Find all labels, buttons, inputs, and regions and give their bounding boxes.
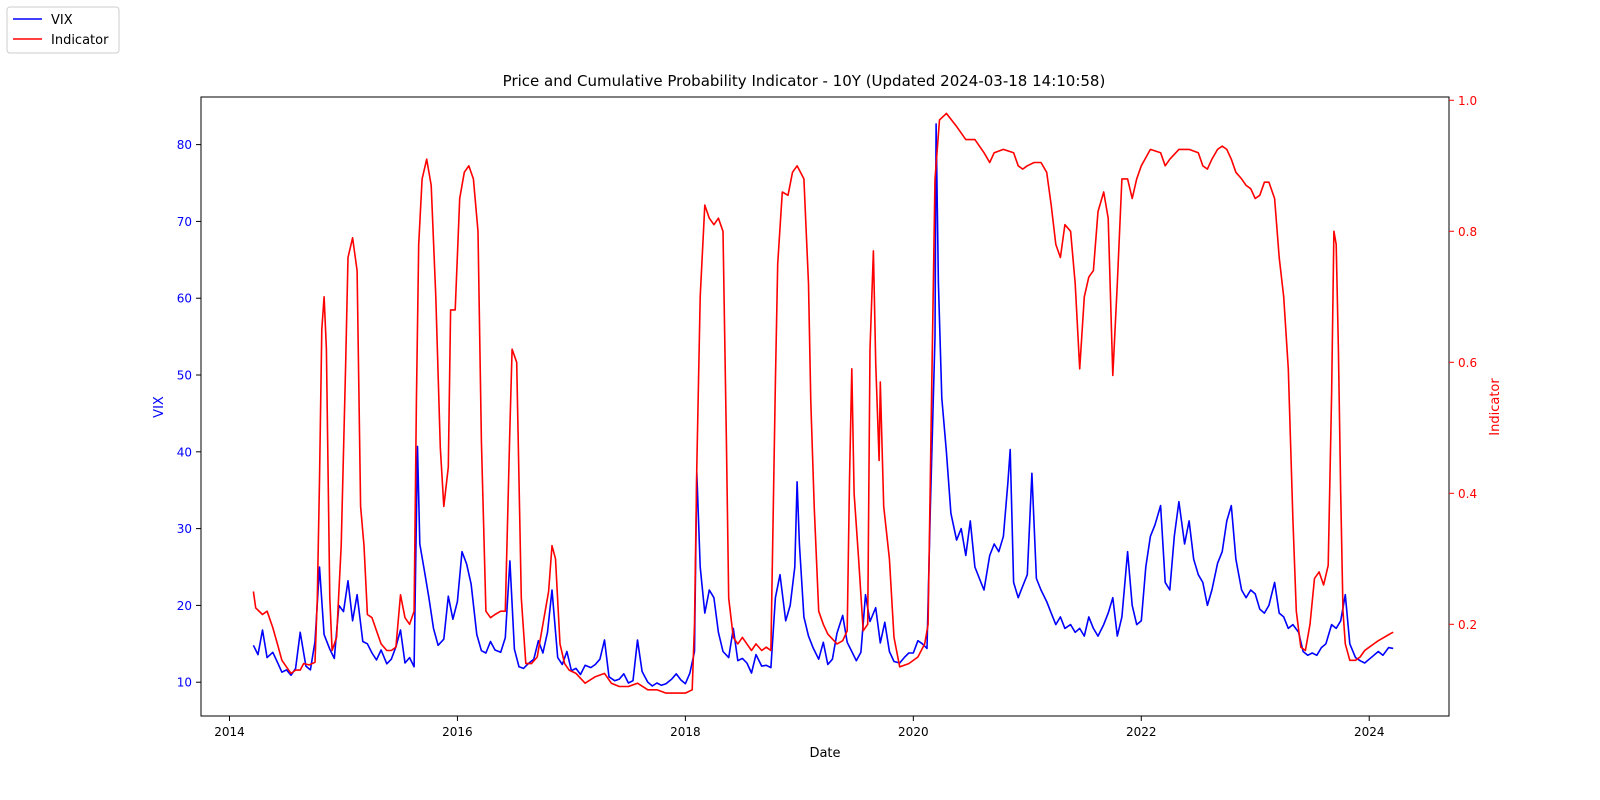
- y-axis-right-label: Indicator: [1488, 378, 1503, 436]
- y-right-tick-label: 0.2: [1458, 618, 1477, 632]
- y-left-tick-label: 80: [177, 138, 192, 152]
- legend-vix-label: VIX: [51, 13, 73, 28]
- x-tick-label: 2020: [898, 725, 929, 739]
- x-tick-label: 2022: [1126, 725, 1157, 739]
- y-left-tick-label: 10: [177, 676, 192, 690]
- y-right-tick-label: 1.0: [1458, 94, 1477, 108]
- y-left-tick-label: 30: [177, 522, 192, 536]
- y-left-tick-label: 60: [177, 292, 192, 306]
- x-axis: 2014 2016 2018 2020 2022 2024: [214, 716, 1384, 739]
- chart-title: Price and Cumulative Probability Indicat…: [503, 72, 1106, 90]
- y-left-tick-label: 40: [177, 445, 192, 459]
- series-layer: [252, 112, 1394, 694]
- y-right-tick-label: 0.4: [1458, 487, 1477, 501]
- x-tick-label: 2014: [214, 725, 245, 739]
- y-left-tick-label: 50: [177, 369, 192, 383]
- y-right-tick-label: 0.8: [1458, 225, 1477, 239]
- y-axis-right: 0.2 0.4 0.6 0.8 1.0: [1449, 94, 1477, 632]
- y-left-tick-label: 20: [177, 599, 192, 613]
- y-right-tick-label: 0.6: [1458, 356, 1477, 370]
- x-axis-label: Date: [809, 746, 840, 761]
- x-tick-label: 2016: [442, 725, 473, 739]
- y-axis-left: 10 20 30 40 50 60 70 80: [177, 138, 201, 690]
- y-left-tick-label: 70: [177, 215, 192, 229]
- legend: VIX Indicator: [6, 6, 120, 54]
- y-axis-left-label: VIX: [152, 396, 167, 418]
- vix-series-line: [252, 123, 1394, 687]
- x-tick-label: 2024: [1354, 725, 1385, 739]
- plot-frame: [200, 96, 1450, 717]
- legend-indicator-label: Indicator: [51, 33, 109, 48]
- indicator-series-line: [252, 112, 1394, 694]
- x-tick-label: 2018: [670, 725, 701, 739]
